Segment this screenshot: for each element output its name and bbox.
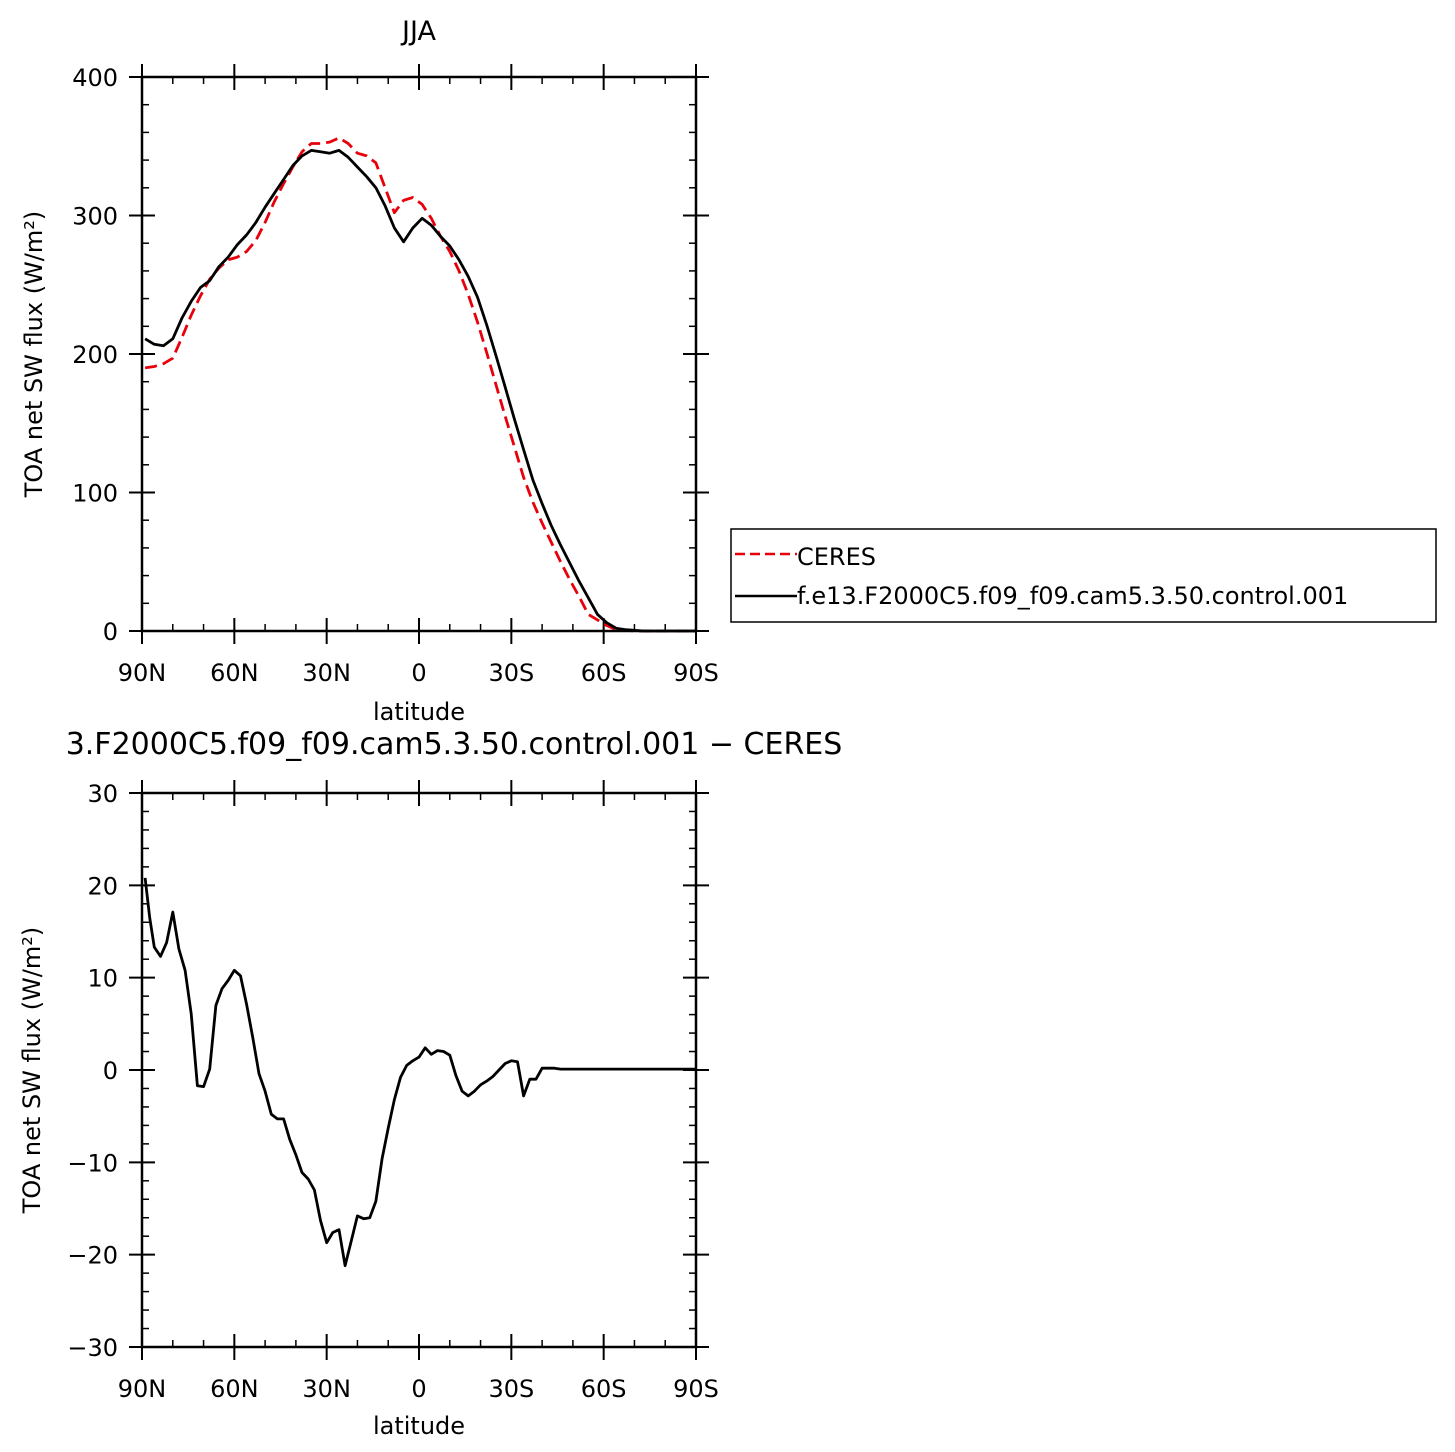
y-tick-label: 10 xyxy=(87,965,118,993)
panel-top-plot-frame xyxy=(140,75,698,633)
panel-bottom-x-axis-label: latitude xyxy=(373,1412,465,1440)
legend-box xyxy=(730,528,1437,623)
panel-bottom-title: 3.F2000C5.f09_f09.cam5.3.50.control.001 … xyxy=(66,727,843,762)
panel-bottom-x-tick-labels: 90N 60N 30N 0 30S 60S 90S xyxy=(118,1375,719,1403)
panel-top-series xyxy=(144,136,696,633)
x-tick-label: 90S xyxy=(673,659,719,687)
x-tick-label: 30S xyxy=(488,1375,534,1403)
panel-top-title: JJA xyxy=(400,16,436,47)
x-tick-label: 90S xyxy=(673,1375,719,1403)
panel-top-x-axis-label: latitude xyxy=(373,698,465,726)
x-tick-label: 60N xyxy=(210,1375,259,1403)
legend-entry-ceres: CERES xyxy=(797,543,876,571)
series-line-model xyxy=(144,148,696,633)
y-tick-label: 20 xyxy=(87,872,118,900)
y-tick-label: 0 xyxy=(103,1057,118,1085)
x-tick-label: 90N xyxy=(118,659,167,687)
x-tick-label: 30N xyxy=(302,1375,351,1403)
x-tick-label: 30N xyxy=(302,659,351,687)
x-tick-label: 60S xyxy=(581,659,627,687)
panel-bottom: 3.F2000C5.f09_f09.cam5.3.50.control.001 … xyxy=(18,727,842,1440)
y-tick-label: 300 xyxy=(72,203,118,231)
y-tick-label: 400 xyxy=(72,64,118,92)
y-tick-label: 100 xyxy=(72,480,118,508)
panel-bottom-y-axis-label: TOA net SW flux (W/m²) xyxy=(18,927,46,1215)
panel-top-ticks xyxy=(129,64,709,644)
y-tick-label: −20 xyxy=(67,1242,118,1270)
x-tick-label: 0 xyxy=(411,659,426,687)
x-tick-label: 60N xyxy=(210,659,259,687)
x-tick-label: 30S xyxy=(488,659,534,687)
y-tick-label: −30 xyxy=(67,1334,118,1362)
x-tick-label: 0 xyxy=(411,1375,426,1403)
panel-bottom-plot-frame xyxy=(140,791,698,1349)
panel-top-y-axis-label: TOA net SW flux (W/m²) xyxy=(20,211,48,499)
series-line-ceres xyxy=(144,136,696,633)
x-tick-label: 90N xyxy=(118,1375,167,1403)
x-tick-label: 60S xyxy=(581,1375,627,1403)
y-tick-label: 0 xyxy=(103,618,118,646)
legend-entry-model: f.e13.F2000C5.f09_f09.cam5.3.50.control.… xyxy=(797,582,1348,610)
y-tick-label: 30 xyxy=(87,780,118,808)
panel-top-y-tick-labels: 0 100 200 300 400 xyxy=(72,64,118,646)
panel-top-x-tick-labels: 90N 60N 30N 0 30S 60S 90S xyxy=(118,659,719,687)
y-tick-label: −10 xyxy=(67,1149,118,1177)
panel-bottom-y-tick-labels: 30 20 10 0 −10 −20 −30 xyxy=(67,780,118,1362)
legend: CERES f.e13.F2000C5.f09_f09.cam5.3.50.co… xyxy=(730,528,1437,623)
y-tick-label: 200 xyxy=(72,341,118,369)
series-line-difference xyxy=(143,877,696,1268)
panel-top: JJA 90N 60N 30N 0 30S 60S 90S 0 100 200 300 400 la… xyxy=(20,16,1437,726)
panel-bottom-series xyxy=(143,877,696,1268)
